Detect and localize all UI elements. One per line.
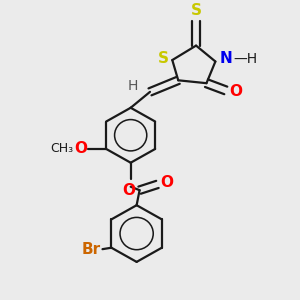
Text: O: O	[74, 142, 87, 157]
Text: S: S	[190, 3, 202, 18]
Text: O: O	[123, 183, 136, 198]
Text: S: S	[158, 51, 169, 66]
Text: O: O	[229, 84, 242, 99]
Text: H: H	[128, 79, 138, 93]
Text: O: O	[160, 176, 173, 190]
Text: —H: —H	[234, 52, 258, 66]
Text: Br: Br	[82, 242, 101, 257]
Text: N: N	[220, 51, 233, 66]
Text: CH₃: CH₃	[50, 142, 73, 155]
